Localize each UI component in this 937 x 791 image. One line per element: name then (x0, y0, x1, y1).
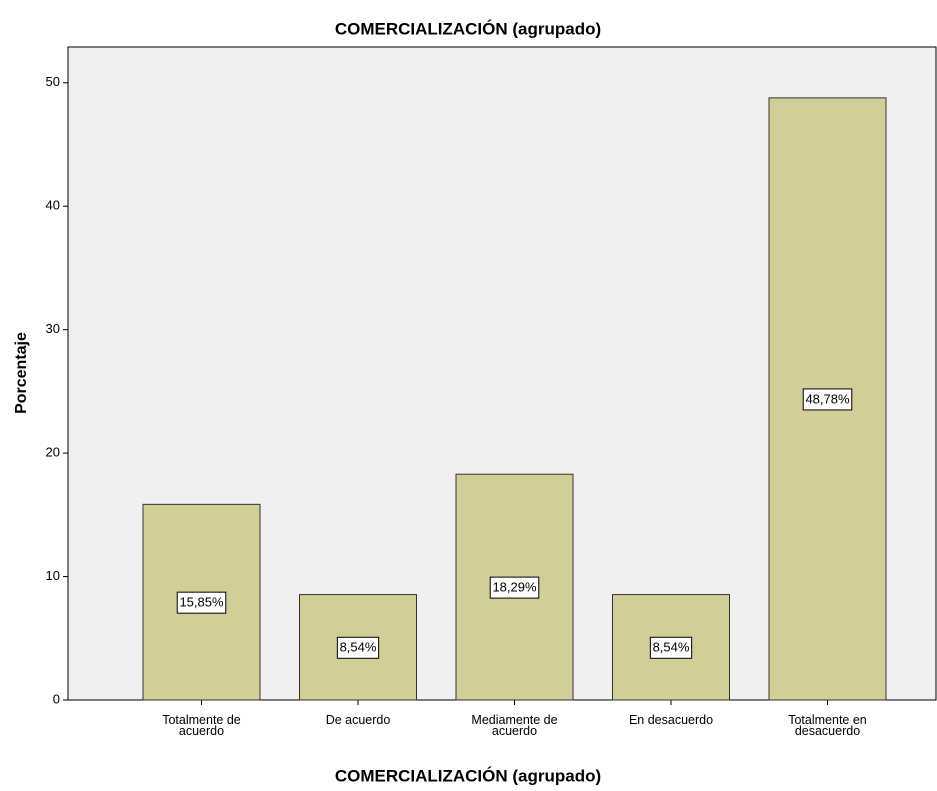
x-tick-label: Totalmente en desacuerdo (788, 713, 867, 738)
y-tick-label: 40 (46, 198, 60, 213)
value-label-box (176, 591, 227, 614)
chart-title: COMERCIALIZACIÓN (agrupado) (335, 19, 601, 38)
y-tick-label: 10 (46, 568, 60, 583)
value-label-box (649, 636, 693, 659)
value-label: 48,78% (805, 391, 850, 406)
value-label: 15,85% (179, 595, 224, 610)
x-axis-title: COMERCIALIZACIÓN (agrupado) (335, 766, 601, 785)
y-tick-label: 30 (46, 321, 60, 336)
value-label: 8,54% (653, 640, 690, 655)
y-axis-title: Porcentaje (13, 332, 30, 414)
y-tick-label: 50 (46, 74, 60, 89)
x-tick-label: En desacuerdo (628, 713, 714, 727)
x-tick-label: Totalmente de acuerdo (162, 713, 241, 738)
value-label: 8,54% (340, 640, 377, 655)
value-label: 18,29% (492, 580, 537, 595)
value-label-box (336, 636, 380, 659)
x-tick-label: Mediamente de acuerdo (471, 713, 558, 738)
y-tick-label: 0 (53, 691, 60, 706)
x-tick-label: De acuerdo (325, 713, 391, 727)
y-tick-label: 20 (46, 445, 60, 460)
value-label-box (489, 576, 540, 599)
value-label-box (802, 388, 853, 411)
